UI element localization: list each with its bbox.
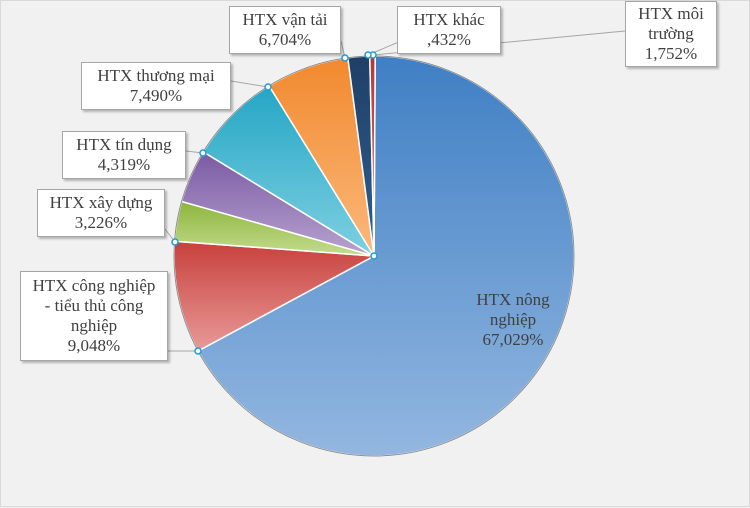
label-van-tai: HTX vận tải 6,704% — [229, 6, 341, 54]
leader-line-4 — [230, 80, 269, 88]
label-cong-nghiep: HTX công nghiệp - tiểu thủ công nghiệp 9… — [20, 271, 168, 361]
label-xay-dung: HTX xây dựng 3,226% — [37, 189, 165, 237]
label-nong-nghiep: HTX nông nghiệp 67,029% — [476, 290, 550, 349]
label-tin-dung: HTX tín dụng 4,319% — [62, 131, 186, 179]
handle-dot-4 — [264, 83, 272, 91]
label-khac: HTX khác ,432% — [397, 6, 501, 54]
handle-dot-7 — [364, 51, 372, 59]
handle-dot-1 — [194, 347, 202, 355]
handle-dot-0 — [370, 252, 378, 260]
handle-dot-3 — [199, 149, 207, 157]
handle-dot-5 — [341, 54, 349, 62]
label-moi-truong: HTX môi trường 1,752% — [625, 1, 717, 67]
handle-dot-2 — [171, 238, 179, 246]
label-thuong-mai: HTX thương mại 7,490% — [81, 62, 231, 110]
